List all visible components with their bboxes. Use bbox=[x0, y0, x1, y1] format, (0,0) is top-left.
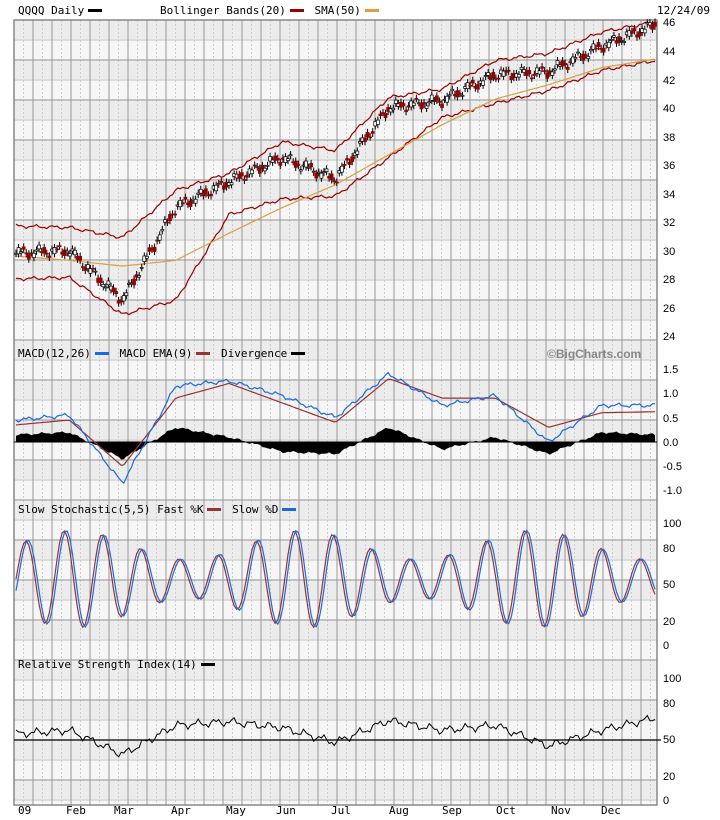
macd-legend: MACD(12,26) MACD EMA(9) Divergence bbox=[18, 347, 309, 360]
chart-date: 12/24/09 bbox=[657, 4, 710, 17]
price-tick: 36 bbox=[663, 160, 676, 172]
rsi-swatch bbox=[200, 662, 215, 666]
macd-tick: 1.5 bbox=[663, 364, 679, 376]
month-label: Mar bbox=[114, 804, 134, 817]
stoch-tick: 20 bbox=[663, 616, 676, 628]
price-tick: 46 bbox=[663, 17, 676, 29]
month-label: Jun bbox=[276, 804, 296, 817]
macd-ema-label: MACD EMA(9) bbox=[119, 347, 193, 360]
bollinger-label: Bollinger Bands(20) bbox=[160, 4, 286, 17]
stoch-k-label: Fast %K bbox=[157, 503, 204, 516]
macd-panel bbox=[14, 371, 657, 485]
macd-tick: 1.0 bbox=[663, 388, 679, 400]
macd-ema-swatch bbox=[196, 351, 211, 355]
month-label: Jul bbox=[331, 804, 351, 817]
price-panel bbox=[14, 18, 657, 316]
watermark: ©BigCharts.com bbox=[547, 347, 642, 361]
price-tick: 30 bbox=[663, 246, 676, 258]
price-tick: 34 bbox=[663, 189, 676, 201]
price-tick: 40 bbox=[663, 103, 676, 115]
rsi-panel bbox=[14, 714, 661, 758]
overlay-legend: Bollinger Bands(20) SMA(50) bbox=[160, 4, 383, 17]
rsi-legend: Relative Strength Index(14) bbox=[18, 658, 219, 671]
stochastic-panel bbox=[15, 529, 656, 629]
divergence-label: Divergence bbox=[220, 347, 288, 360]
rsi-tick: 100 bbox=[663, 673, 682, 685]
stoch-d-swatch bbox=[282, 507, 297, 511]
month-label: Oct bbox=[496, 804, 516, 817]
month-label: Nov bbox=[551, 804, 571, 817]
price-tick: 26 bbox=[663, 303, 676, 315]
month-label: Feb bbox=[66, 804, 86, 817]
rsi-tick: 50 bbox=[663, 734, 676, 746]
month-label: Apr bbox=[171, 804, 191, 817]
macd-swatch bbox=[94, 351, 109, 355]
chart-grid bbox=[13, 19, 658, 806]
stoch-tick: 100 bbox=[663, 518, 682, 530]
price-tick: 28 bbox=[663, 274, 676, 286]
price-tick: 42 bbox=[663, 75, 676, 87]
stoch-label: Slow Stochastic(5,5) bbox=[18, 503, 151, 516]
stoch-tick: 80 bbox=[663, 543, 676, 555]
divergence-swatch bbox=[291, 351, 306, 355]
sma-swatch bbox=[364, 8, 379, 12]
month-label: Aug bbox=[389, 804, 409, 817]
macd-tick: -0.5 bbox=[663, 461, 682, 473]
month-label: May bbox=[226, 804, 246, 817]
rsi-label: Relative Strength Index(14) bbox=[18, 658, 197, 671]
stoch-d-label: Slow %D bbox=[232, 503, 279, 516]
sma-label: SMA(50) bbox=[314, 4, 361, 17]
macd-tick: 0.5 bbox=[663, 413, 679, 425]
month-label: 09 bbox=[18, 804, 32, 817]
stoch-tick: 0 bbox=[663, 640, 670, 652]
macd-tick: -1.0 bbox=[663, 485, 682, 497]
bollinger-swatch bbox=[289, 8, 304, 12]
macd-label: MACD(12,26) bbox=[18, 347, 91, 360]
symbol-label: QQQQ Daily bbox=[18, 4, 85, 17]
stoch-k-swatch bbox=[207, 507, 222, 511]
stoch-tick: 50 bbox=[663, 579, 676, 591]
price-legend: QQQQ Daily bbox=[18, 4, 106, 17]
macd-tick: 0.0 bbox=[663, 437, 679, 449]
rsi-tick: 0 bbox=[663, 795, 670, 807]
rsi-tick: 80 bbox=[663, 698, 676, 710]
price-tick: 32 bbox=[663, 217, 676, 229]
price-swatch bbox=[88, 8, 103, 12]
price-tick: 44 bbox=[663, 46, 676, 58]
stochastic-legend: Slow Stochastic(5,5) Fast %K Slow %D bbox=[18, 503, 300, 516]
month-label: Sep bbox=[442, 804, 462, 817]
rsi-tick: 20 bbox=[663, 771, 676, 783]
price-tick: 38 bbox=[663, 132, 676, 144]
month-label: Dec bbox=[601, 804, 621, 817]
price-tick: 24 bbox=[663, 331, 676, 343]
